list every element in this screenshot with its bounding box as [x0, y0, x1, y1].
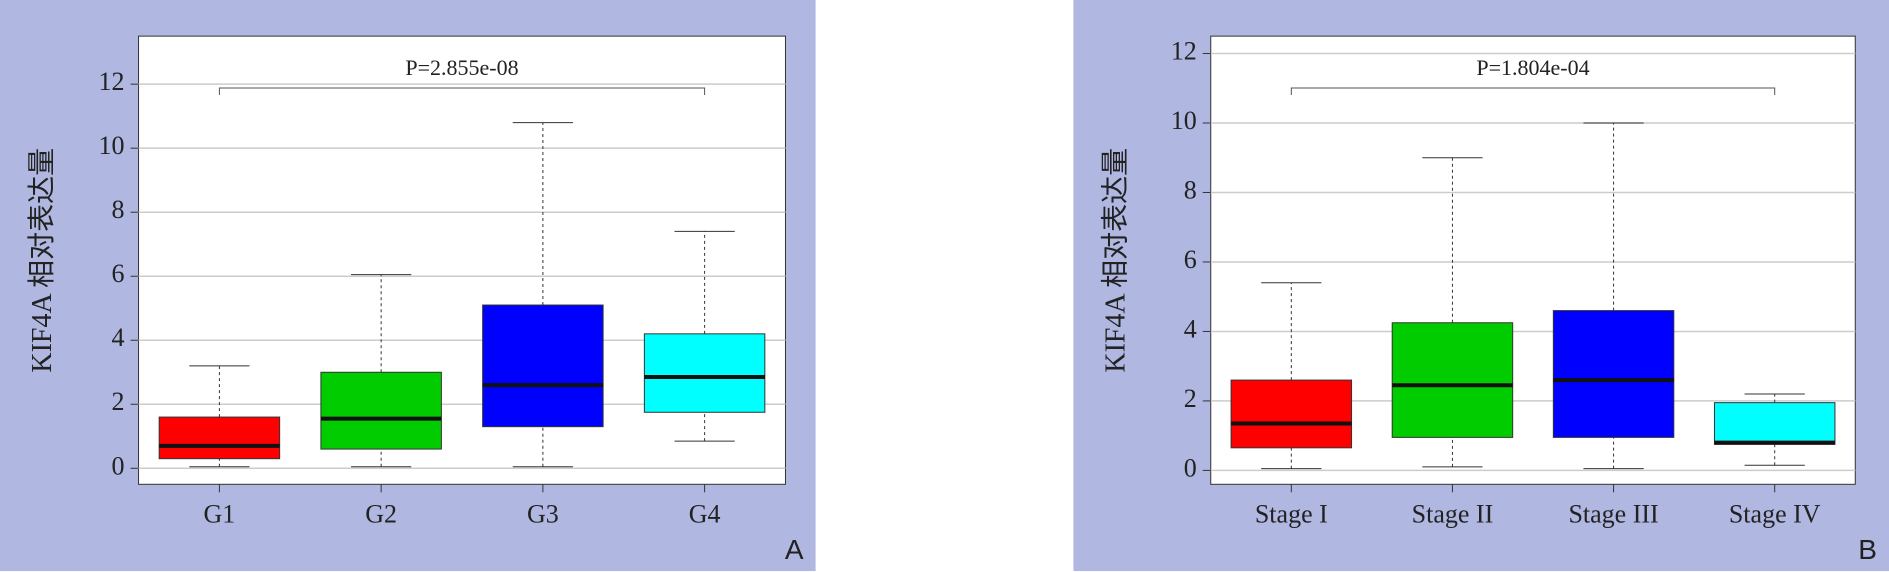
y-tick-label: 6: [1184, 245, 1197, 274]
y-tick-label: 4: [1184, 314, 1197, 343]
y-tick-label: 4: [112, 323, 125, 352]
x-tick-label: G3: [527, 499, 559, 528]
box: [1391, 322, 1514, 438]
y-tick-label: 10: [99, 131, 125, 160]
panel-label: B: [1858, 534, 1877, 565]
significance-bracket: [1290, 87, 1776, 95]
x-tick-label: G2: [365, 499, 397, 528]
y-tick-label: 0: [1184, 453, 1197, 482]
y-tick-label: 0: [112, 451, 125, 480]
y-tick-label: 8: [1184, 175, 1197, 204]
panel-label: A: [785, 534, 804, 565]
y-tick-label: 2: [1184, 384, 1197, 413]
box: [1713, 402, 1836, 445]
x-tick-label: Stage IV: [1729, 499, 1821, 528]
x-tick-label: Stage II: [1412, 499, 1494, 528]
box: [320, 371, 442, 450]
box: [1552, 310, 1675, 438]
y-axis-label: KIF4A 相对表达量: [1099, 148, 1131, 373]
y-tick-label: 6: [112, 259, 125, 288]
y-tick-label: 12: [1171, 36, 1197, 65]
significance-bracket: [218, 87, 706, 95]
x-tick-label: G1: [204, 499, 236, 528]
y-tick-label: 10: [1171, 106, 1197, 135]
x-tick-label: G4: [689, 499, 721, 528]
y-tick-label: 12: [99, 67, 125, 96]
x-tick-label: Stage I: [1255, 499, 1328, 528]
y-axis-label: KIF4A 相对表达量: [26, 148, 58, 373]
box: [158, 416, 281, 460]
p-value: P=1.804e-04: [1476, 55, 1589, 80]
y-tick-label: 8: [112, 195, 125, 224]
y-tick-label: 2: [112, 387, 125, 416]
box: [643, 333, 766, 413]
box: [482, 304, 604, 428]
p-value: P=2.855e-08: [405, 55, 518, 80]
box: [1230, 379, 1353, 449]
x-tick-label: Stage III: [1568, 499, 1658, 528]
